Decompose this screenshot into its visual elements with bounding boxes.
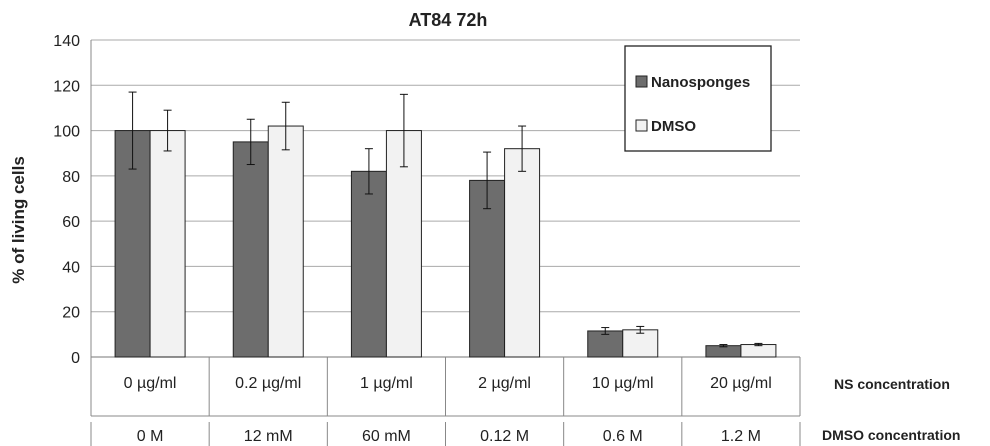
error-bars [128, 91, 763, 348]
category-labels: 0 µg/ml 0.2 µg/ml 1 µg/ml 2 µg/ml 10 µg/ml 20… [124, 375, 772, 392]
bar-nanosponges-5 [705, 345, 742, 358]
y-tick-label: 100 [53, 124, 80, 141]
category-table [90, 357, 801, 446]
category-label: 0.2 µg/ml [235, 375, 301, 392]
secondary-category-label: 0.6 M [603, 428, 643, 445]
legend: Nanosponges DMSO [624, 45, 772, 152]
bars [114, 125, 777, 358]
bar-dmso-0 [149, 130, 186, 358]
legend-box [624, 45, 772, 152]
secondary-category-label: 12 mM [244, 428, 293, 445]
y-tick-label: 80 [62, 169, 80, 186]
legend-label-dmso: DMSO [651, 118, 696, 135]
category-label: 20 µg/ml [710, 375, 772, 392]
category-label: 10 µg/ml [592, 375, 654, 392]
legend-swatch-nanosponges [635, 75, 648, 88]
y-tick-label: 40 [62, 259, 80, 276]
y-tick-label: 0 [71, 350, 80, 367]
secondary-category-label: 60 mM [362, 428, 411, 445]
y-tick-label: 120 [53, 78, 80, 95]
y-tick-label: 60 [62, 214, 80, 231]
chart-title: AT84 72h [409, 10, 488, 30]
row-label-ns: NS concentration [834, 376, 950, 392]
category-label: 0 µg/ml [124, 375, 177, 392]
y-axis-label: % of living cells [9, 156, 28, 284]
secondary-category-label: 0 M [137, 428, 164, 445]
secondary-category-label: 0.12 M [480, 428, 529, 445]
legend-label-nanosponges: Nanosponges [651, 74, 750, 91]
legend-swatch-dmso [635, 119, 648, 132]
secondary-category-labels: 0 M 12 mM 60 mM 0.12 M 0.6 M 1.2 M [137, 428, 761, 445]
y-tick-label: 140 [53, 33, 80, 50]
gridlines [90, 39, 800, 358]
bar-dmso-3 [504, 148, 541, 358]
bar-dmso-1 [267, 125, 304, 358]
category-label: 1 µg/ml [360, 375, 413, 392]
y-tick-label: 20 [62, 305, 80, 322]
row-label-dmso: DMSO concentration [822, 427, 960, 443]
bar-nanosponges-2 [350, 170, 387, 358]
bar-nanosponges-1 [232, 141, 269, 358]
bar-dmso-4 [622, 329, 659, 358]
bar-dmso-5 [740, 344, 777, 358]
y-tick-labels: 0 20 40 60 80 100 120 140 [53, 33, 80, 367]
bar-dmso-2 [385, 130, 422, 358]
secondary-category-label: 1.2 M [721, 428, 761, 445]
bar-nanosponges-4 [587, 330, 624, 358]
category-label: 2 µg/ml [478, 375, 531, 392]
